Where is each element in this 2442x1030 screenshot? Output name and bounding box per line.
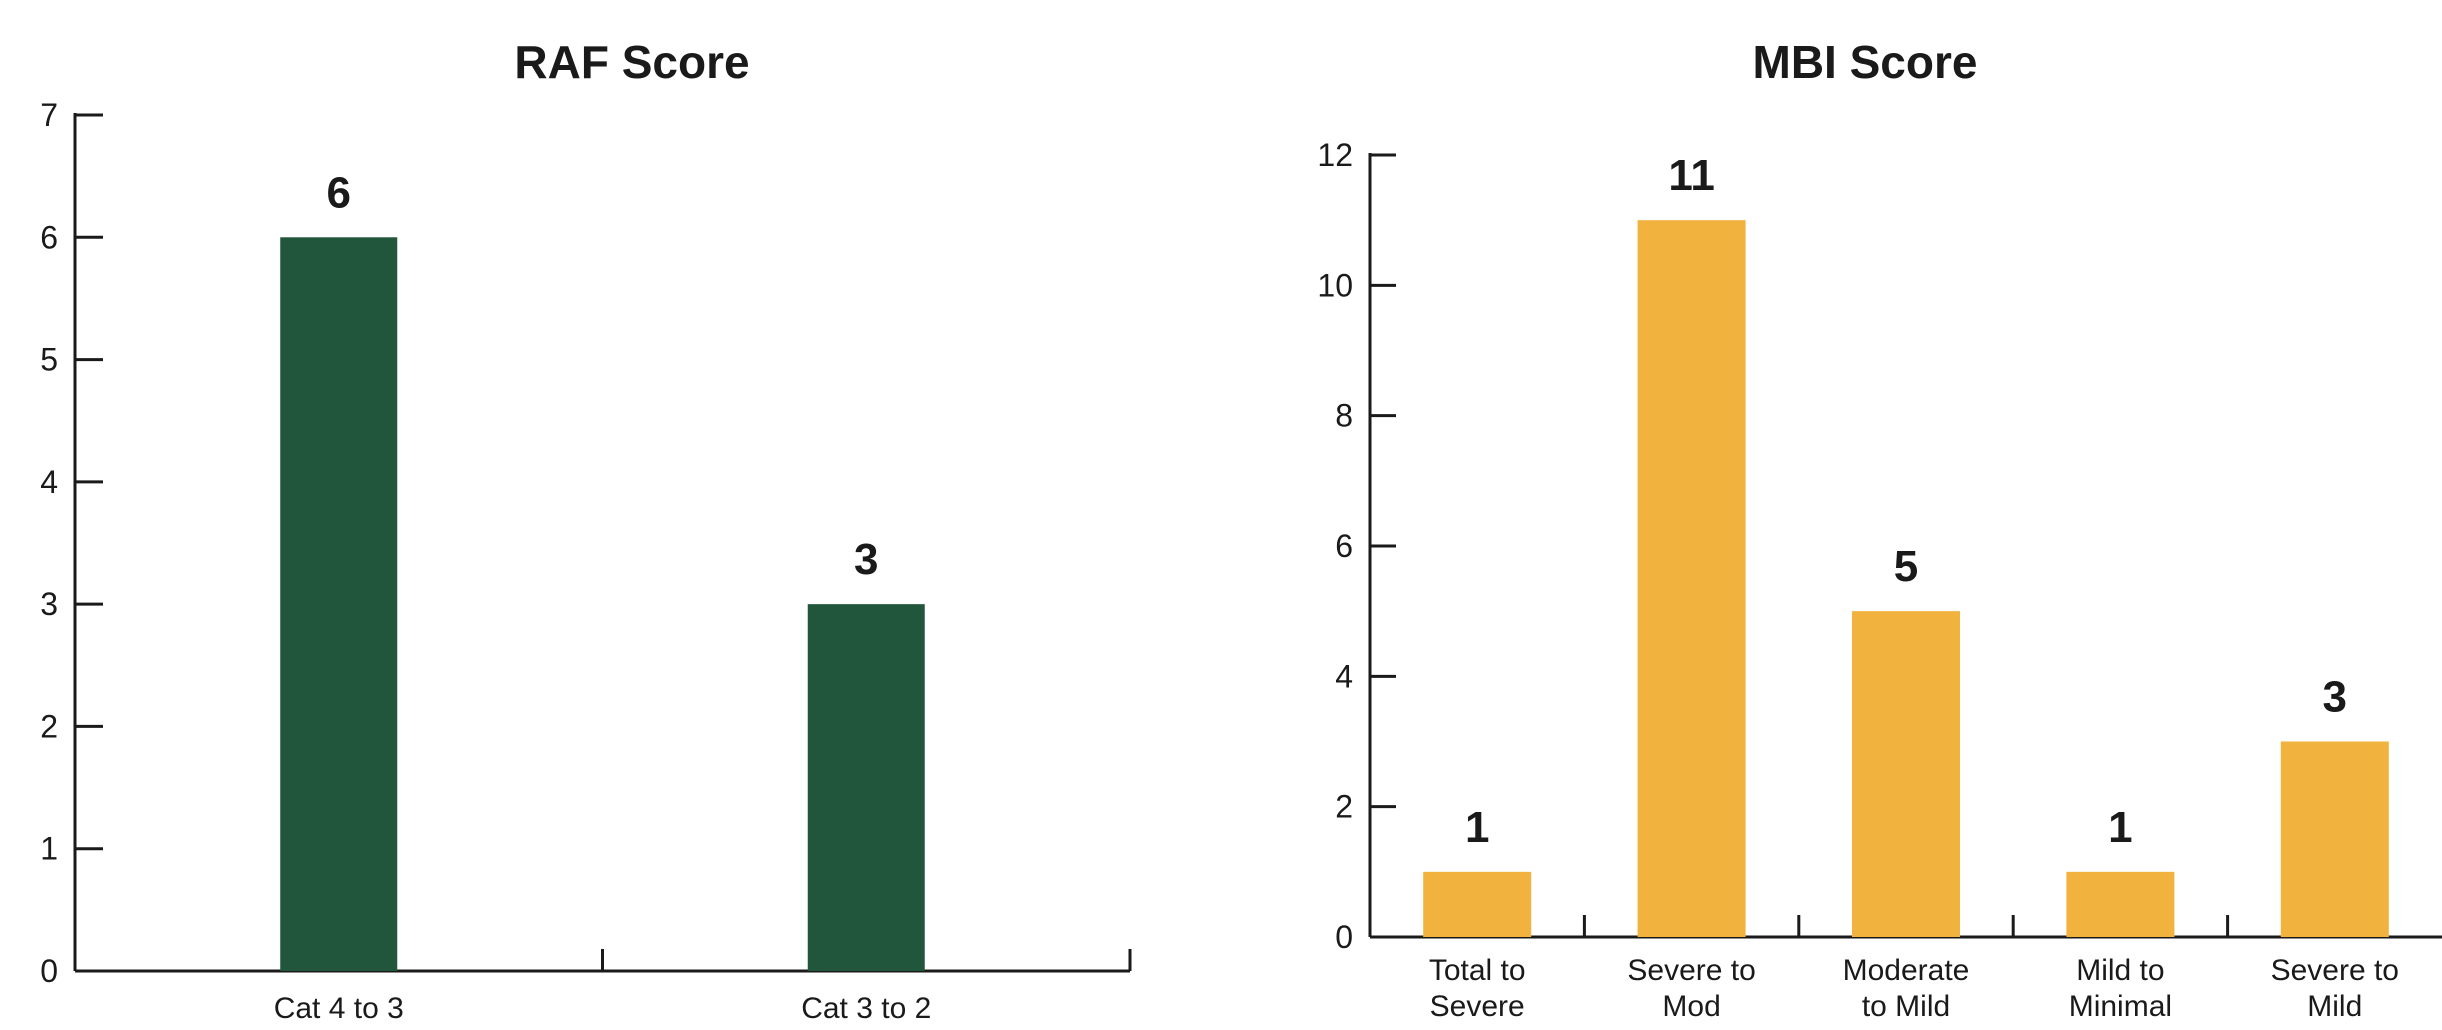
raf-data-label: 3 [854,535,878,584]
mbi-score-chart: MBI Score 0 2 4 6 8 10 12 1 Total to Severe 11 Seve… [1317,36,2442,1023]
mbi-bar [2280,741,2389,937]
raf-y-tick-label: 7 [40,97,58,133]
raf-bar [280,237,398,972]
mbi-y-tick-label: 2 [1335,789,1353,825]
mbi-category-label: Mild to Minimal [2069,954,2172,1023]
mbi-data-label: 1 [2108,803,2132,852]
mbi-bar [2066,871,2175,937]
raf-y-tick-label: 2 [40,708,58,744]
mbi-y-tick-label: 4 [1335,658,1353,694]
raf-score-chart: RAF Score 0 1 2 3 4 5 6 7 6 Cat 4 to 3 3 Cat 3 to 2 [40,36,1132,1025]
mbi-data-label: 11 [1668,151,1715,200]
raf-bar [807,604,925,971]
mbi-bar [1852,611,1960,937]
raf-y-tick-label: 6 [40,219,58,255]
mbi-data-label: 5 [1894,542,1918,591]
raf-y-tick-label: 5 [40,342,58,378]
raf-category-label: Cat 3 to 2 [801,992,931,1025]
mbi-bar [1637,220,1746,937]
raf-y-tick-label: 1 [40,831,58,867]
mbi-data-label: 3 [2323,673,2347,722]
mbi-category-label: Moderate to Mild [1843,954,1970,1023]
raf-y-tick-label: 0 [40,953,58,989]
mbi-y-tick-label: 0 [1335,919,1353,955]
mbi-bar [1423,871,1532,937]
mbi-y-tick-label: 8 [1335,398,1353,434]
raf-y-tick-label: 4 [40,464,58,500]
mbi-category-label: Total to Severe [1429,954,1526,1023]
raf-category-label: Cat 4 to 3 [274,992,404,1025]
mbi-y-tick-label: 6 [1335,528,1353,564]
raf-chart-title: RAF Score [514,36,749,88]
mbi-category-label: Severe to Mod [1627,954,1755,1023]
mbi-chart-title: MBI Score [1753,36,1978,88]
raf-y-tick-label: 3 [40,586,58,622]
mbi-data-label: 1 [1465,803,1489,852]
mbi-category-label: Severe to Mild [2271,954,2399,1023]
mbi-y-tick-label: 10 [1317,267,1353,303]
mbi-y-tick-label: 12 [1317,137,1353,173]
raf-data-label: 6 [327,168,351,217]
